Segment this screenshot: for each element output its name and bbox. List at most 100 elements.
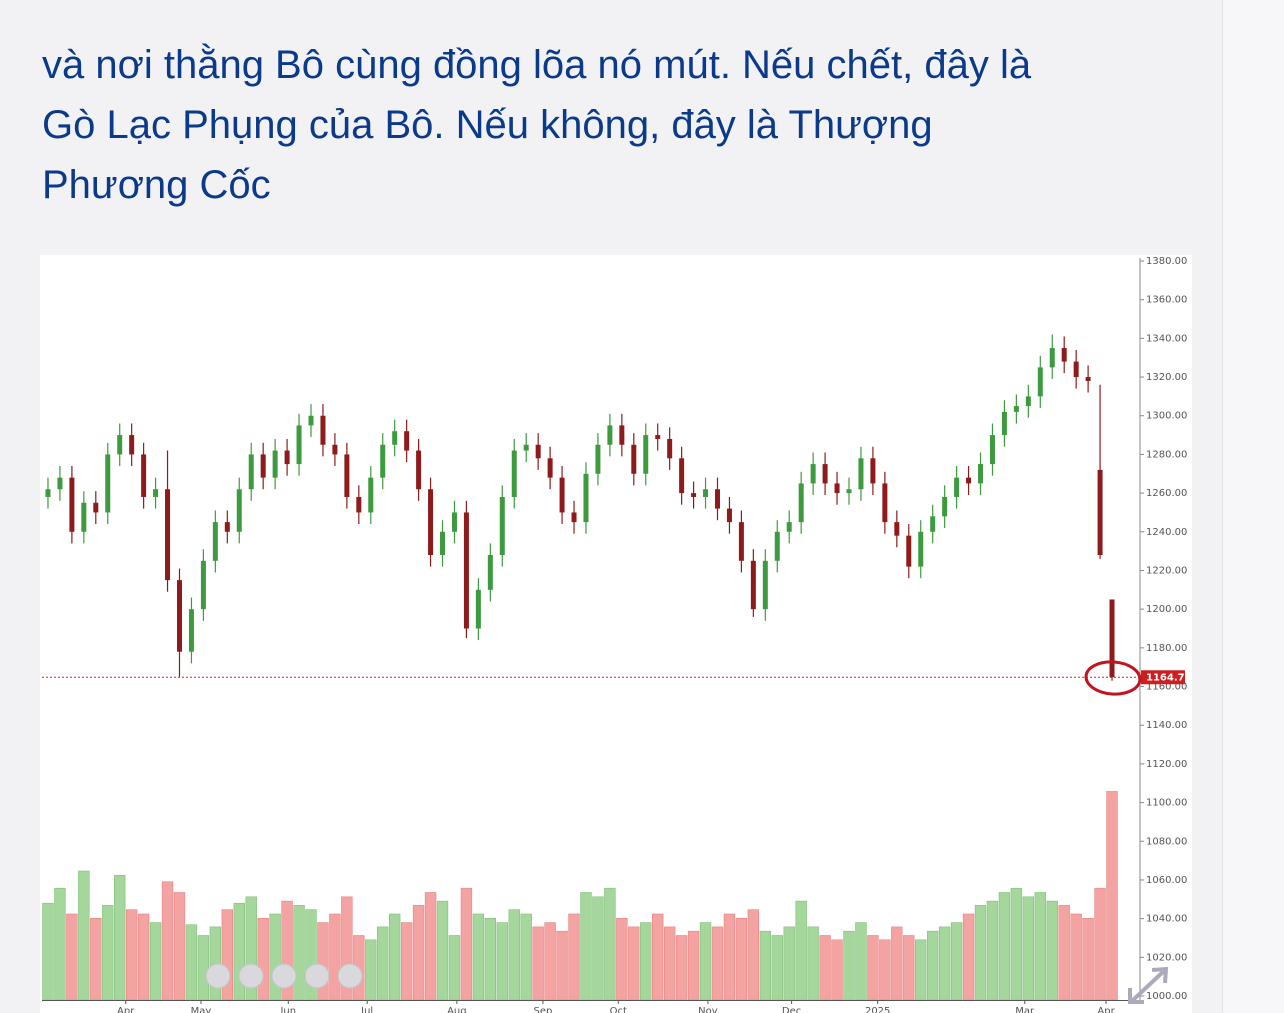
- volume-bar: [711, 926, 724, 1001]
- candle-body: [272, 450, 278, 478]
- volume-bar: [628, 926, 640, 1001]
- candle-body: [404, 431, 410, 451]
- volume-bar: [389, 913, 401, 1001]
- chart-image: [40, 255, 1192, 1013]
- candle-body: [966, 477, 972, 484]
- volume-bar: [879, 939, 891, 1001]
- volume-bar: [1058, 905, 1070, 1001]
- candle-body: [786, 522, 792, 532]
- candle-body: [978, 464, 984, 484]
- candle-body: [69, 477, 75, 532]
- nav-buttons[interactable]: [205, 963, 363, 989]
- volume-bar: [891, 926, 903, 1001]
- annotation-circle: [1084, 660, 1142, 696]
- candle-body: [236, 489, 242, 532]
- candle-body: [726, 508, 732, 523]
- candle-body: [511, 450, 517, 497]
- volume-bar: [377, 926, 389, 1001]
- volume-bar: [962, 913, 975, 1001]
- nav-button[interactable]: [238, 963, 264, 989]
- y-tick-label: 1140.00: [1146, 720, 1187, 731]
- volume-bar: [616, 917, 628, 1001]
- x-tick-label: 2025: [865, 1006, 890, 1013]
- candle-body: [188, 609, 194, 652]
- volume-bar: [1046, 900, 1058, 1001]
- volume-bar: [1070, 913, 1082, 1001]
- candle-body: [714, 489, 720, 509]
- candle-body: [822, 464, 828, 484]
- volume-bar: [592, 896, 604, 1001]
- y-tick-label: 1120.00: [1146, 759, 1187, 770]
- candle-body: [643, 435, 649, 474]
- volume-bar: [197, 935, 210, 1001]
- nav-button[interactable]: [304, 963, 330, 989]
- candle-body: [894, 522, 900, 536]
- volume-bar: [735, 917, 748, 1001]
- x-tick-label: Mar: [1015, 1006, 1035, 1013]
- x-tick-label: Jul: [360, 1006, 373, 1013]
- candle-body: [631, 444, 637, 474]
- candle-body: [368, 477, 374, 513]
- x-tick-label: Apr: [117, 1006, 135, 1013]
- candle-body: [774, 531, 780, 561]
- volume-bar: [1082, 917, 1094, 1001]
- y-tick-label: 1220.00: [1146, 565, 1187, 576]
- volume-bar: [161, 881, 174, 1001]
- nav-button[interactable]: [205, 963, 231, 989]
- y-tick-label: 1240.00: [1146, 527, 1187, 538]
- volume-bar: [1034, 892, 1046, 1001]
- volume-bar: [185, 924, 198, 1001]
- volume-bar: [1094, 887, 1106, 1001]
- y-tick-label: 1100.00: [1146, 798, 1187, 809]
- x-tick-label: Sep: [534, 1006, 553, 1013]
- y-tick-label: 1340.00: [1146, 333, 1187, 344]
- candle-body: [1061, 348, 1067, 362]
- volume-bar: [484, 917, 497, 1001]
- y-tick-label: 1300.00: [1146, 411, 1187, 422]
- candle-body: [691, 493, 697, 497]
- expand-icon[interactable]: [1128, 966, 1169, 1004]
- candle-body: [523, 444, 529, 451]
- candle-body: [1073, 361, 1079, 378]
- candle-body: [595, 444, 601, 474]
- candle-body: [499, 496, 505, 555]
- candle-body: [57, 477, 63, 490]
- volume-bar: [855, 922, 867, 1001]
- volume-bar: [209, 926, 222, 1001]
- candle-body: [918, 531, 924, 567]
- candle-body: [105, 454, 111, 513]
- y-tick-label: 1020.00: [1146, 952, 1187, 963]
- candle-body: [284, 450, 290, 465]
- candle-body: [989, 435, 995, 465]
- price-label: 1164.79: [1146, 672, 1192, 683]
- post-text: và nơi thằng Bô cùng đồng lõa nó mút. Nế…: [42, 42, 1032, 87]
- candle-body: [846, 489, 852, 494]
- x-tick-label: Jun: [279, 1006, 296, 1013]
- nav-button[interactable]: [271, 963, 297, 989]
- volume-bar: [723, 913, 736, 1001]
- volume-bar: [819, 935, 831, 1001]
- y-tick-label: 1280.00: [1146, 449, 1187, 460]
- candle-body: [834, 483, 840, 494]
- nav-button[interactable]: [337, 963, 363, 989]
- x-tick-label: Nov: [698, 1006, 718, 1013]
- candle-body: [320, 415, 326, 445]
- volume-bar: [1010, 887, 1023, 1001]
- x-tick-label: May: [191, 1006, 212, 1013]
- volume-bar: [843, 930, 855, 1001]
- candle-body: [200, 560, 206, 610]
- volume-bar: [604, 887, 616, 1001]
- candle-body: [380, 444, 386, 478]
- y-tick-label: 1380.00: [1146, 256, 1187, 267]
- candle-body: [416, 450, 422, 490]
- volume-bar: [867, 935, 879, 1001]
- volume-bar: [365, 939, 377, 1001]
- volume-bar: [938, 926, 951, 1001]
- y-tick-label: 1180.00: [1146, 643, 1187, 654]
- volume-bar: [1106, 791, 1118, 1001]
- volume-bar: [687, 930, 700, 1001]
- volume-bar: [293, 905, 305, 1001]
- candle-body: [487, 555, 493, 590]
- volume-bar: [460, 887, 473, 1001]
